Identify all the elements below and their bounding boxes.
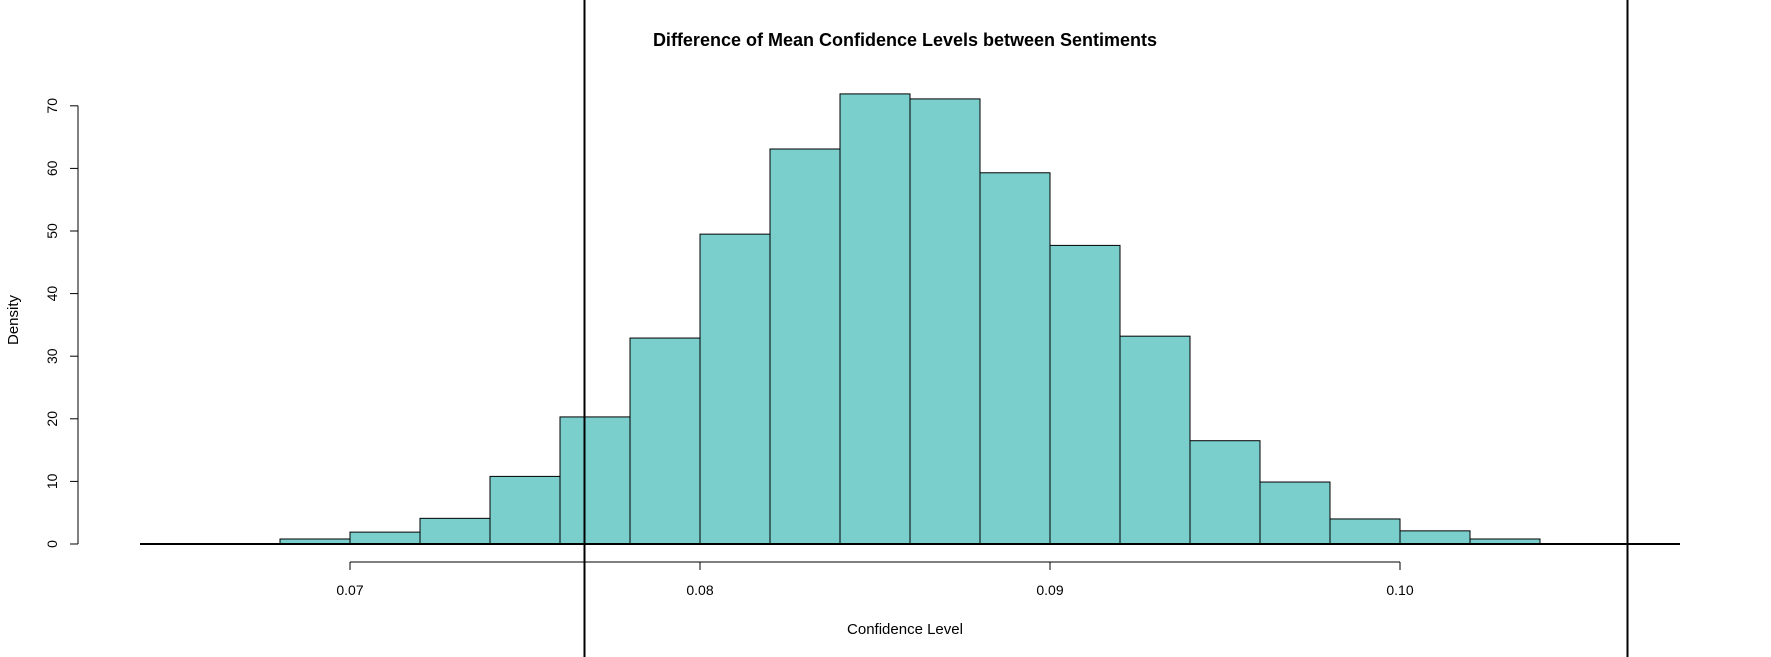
- histogram-bar: [769, 148, 841, 545]
- histogram-bar: [1329, 518, 1401, 545]
- x-tick-label: 0.09: [1036, 582, 1063, 598]
- histogram-bar: [489, 475, 561, 545]
- histogram-bar: [839, 93, 911, 545]
- x-axis-label: Confidence Level: [847, 621, 963, 638]
- histogram-bar: [559, 416, 631, 545]
- x-tick-label: 0.08: [686, 582, 713, 598]
- histogram-bar: [979, 172, 1051, 545]
- y-tick-label: 20: [44, 411, 60, 427]
- histogram-bar: [1049, 244, 1121, 545]
- x-tick-label: 0.10: [1386, 582, 1413, 598]
- y-tick-label: 60: [44, 160, 60, 176]
- histogram-bar: [699, 233, 771, 545]
- histogram-bar: [909, 98, 981, 545]
- histogram-bar: [1399, 530, 1471, 545]
- histogram-bar: [349, 531, 421, 545]
- y-tick-label: 70: [44, 98, 60, 114]
- reference-lines: [583, 0, 1629, 657]
- histogram-bar: [1189, 440, 1261, 545]
- y-tick-label: 50: [44, 223, 60, 239]
- y-tick-label: 0: [44, 540, 60, 548]
- y-axis-label: Density: [5, 294, 22, 345]
- y-tick-label: 40: [44, 286, 60, 302]
- histogram-bars: [279, 93, 1541, 545]
- x-tick-label: 0.07: [336, 582, 363, 598]
- y-axis: 0 10 20 30 40 50 60 70: [44, 98, 79, 548]
- y-tick-label: 30: [44, 348, 60, 364]
- histogram-bar: [419, 517, 491, 545]
- x-axis: 0.07 0.08 0.09 0.10: [336, 561, 1414, 598]
- y-tick-label: 10: [44, 473, 60, 489]
- histogram-bar: [1259, 481, 1331, 545]
- histogram-bar: [629, 337, 701, 545]
- chart-title: Difference of Mean Confidence Levels bet…: [653, 30, 1157, 50]
- histogram-bar: [1119, 335, 1191, 545]
